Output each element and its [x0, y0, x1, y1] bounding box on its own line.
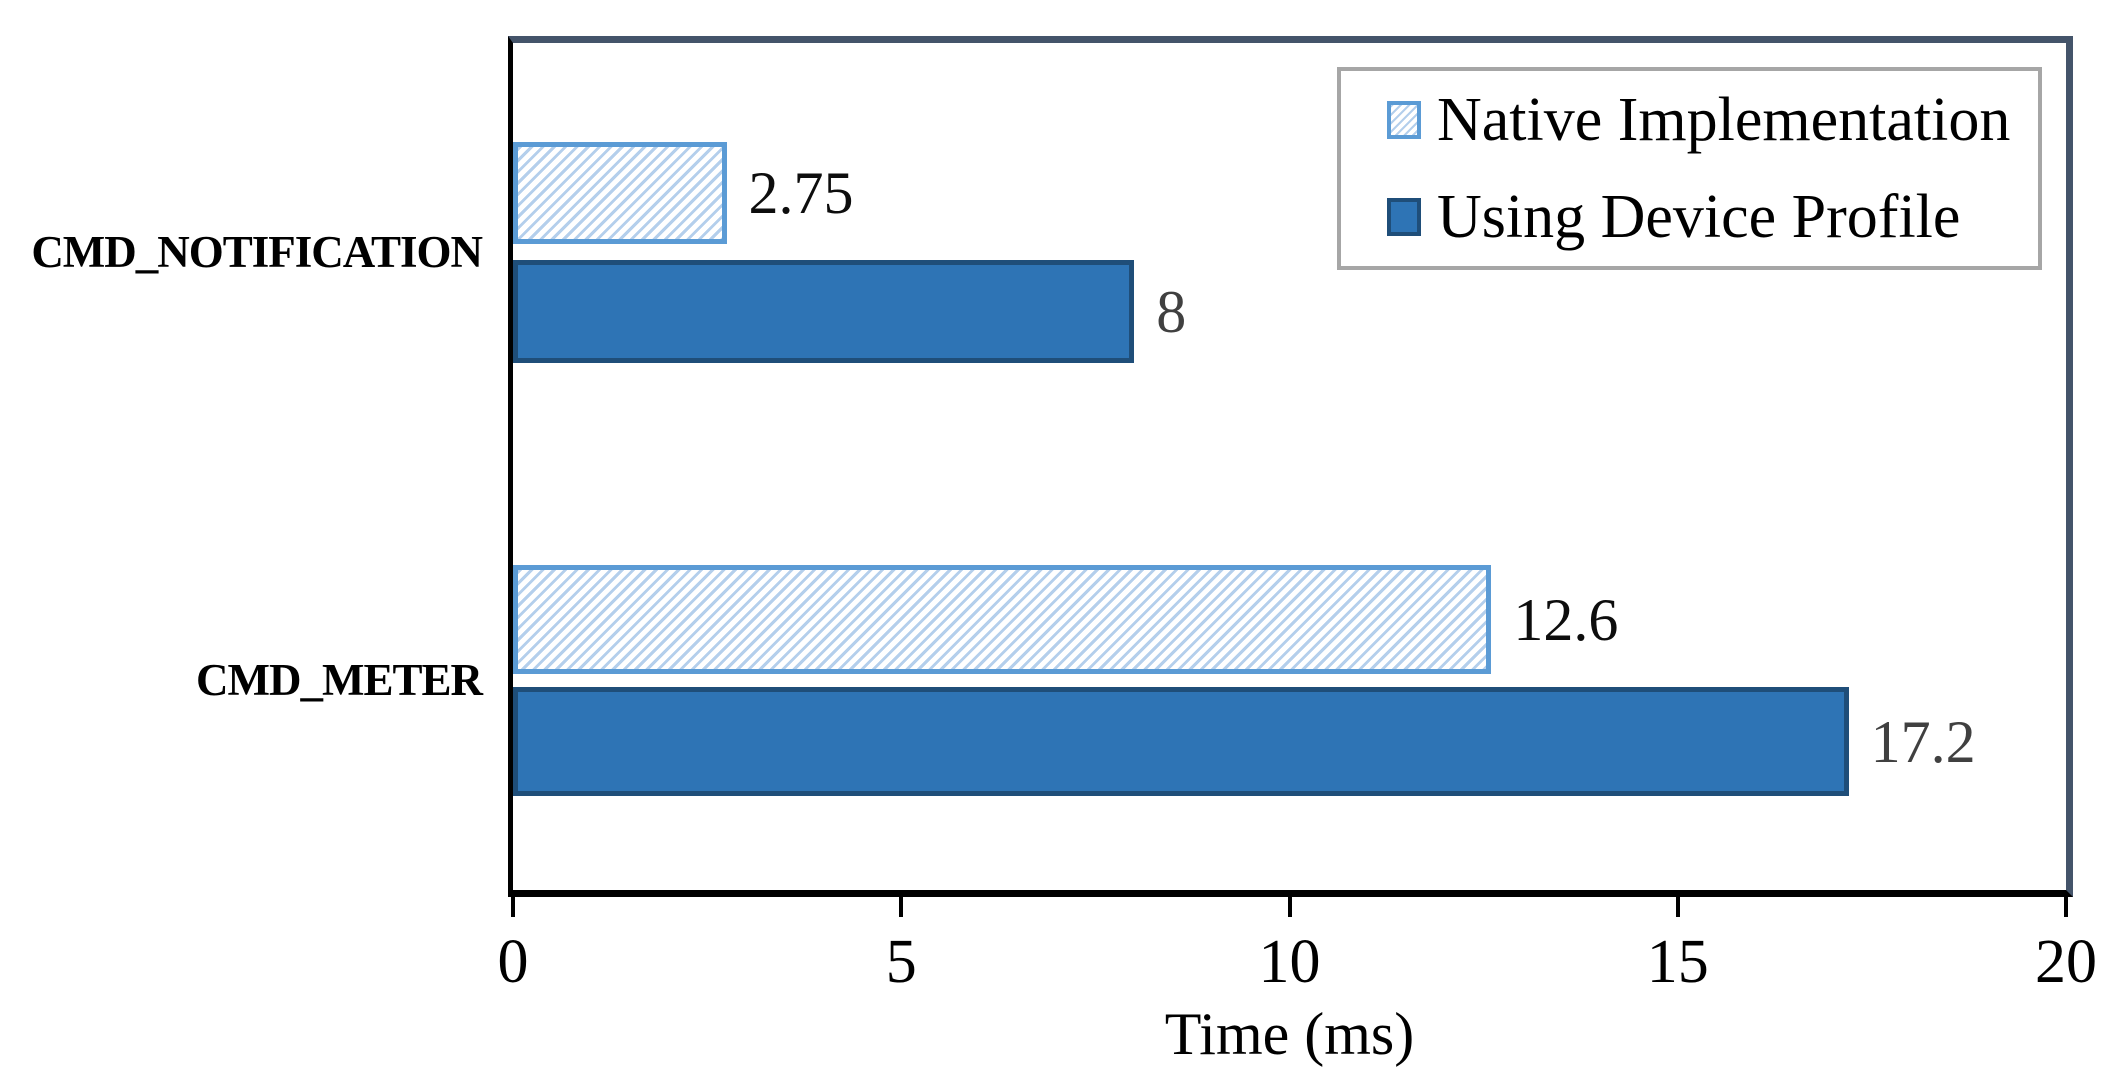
category-label-cmd-notification: CMD_NOTIFICATION — [31, 227, 483, 277]
x-tick-label: 20 — [2035, 928, 2097, 996]
bar-row: 17.2 — [513, 687, 2066, 796]
bar-value-label: 17.2 — [1870, 708, 1976, 775]
bar-row: 12.6 — [513, 565, 2066, 674]
bar-device-cmd-notification — [513, 260, 1135, 363]
bar-row: 2.75 — [513, 142, 2066, 244]
x-tick-label: 10 — [1258, 928, 1321, 996]
bar-value-label: 12.6 — [1513, 586, 1619, 653]
bar-native-cmd-meter — [513, 565, 1492, 674]
bar-value-label: 8 — [1156, 278, 1187, 345]
chart-legend: Native Implementation Using Device Profi… — [1337, 67, 2042, 270]
x-tick-mark — [2064, 897, 2068, 917]
x-axis-title: Time (ms) — [1164, 1001, 1415, 1067]
x-tick-mark — [1287, 897, 1292, 917]
x-tick-mark — [1675, 897, 1680, 917]
legend-item-device: Using Device Profile — [1387, 186, 2038, 248]
x-axis-ticks: 0 5 10 15 20 — [498, 897, 2097, 1027]
x-tick-mark — [511, 897, 515, 917]
x-tick-mark — [899, 897, 904, 917]
legend-label: Using Device Profile — [1437, 183, 1961, 252]
bar-row: 8 — [513, 260, 2066, 363]
legend-swatch-solid-icon — [1387, 198, 1421, 237]
legend-label: Native Implementation — [1437, 85, 2011, 154]
x-tick-label: 5 — [885, 928, 917, 996]
x-tick-label: 15 — [1646, 928, 1709, 996]
legend-swatch-hatched-icon — [1387, 100, 1421, 139]
category-label-cmd-meter: CMD_METER — [196, 655, 483, 705]
x-tick-label: 0 — [497, 928, 529, 996]
bar-device-cmd-meter — [513, 687, 1849, 796]
bar-value-label: 2.75 — [748, 160, 854, 226]
legend-item-native: Native Implementation — [1387, 89, 2038, 151]
bar-native-cmd-notification — [513, 142, 727, 244]
